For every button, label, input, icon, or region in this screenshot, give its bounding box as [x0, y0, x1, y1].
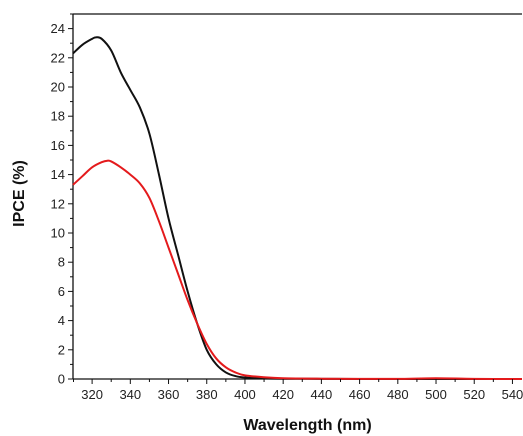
y-tick-label: 6	[58, 284, 65, 299]
series-line-1	[72, 36, 522, 381]
y-tick-label: 24	[51, 21, 65, 36]
x-tick-label: 440	[311, 387, 333, 402]
y-tick-label: 8	[58, 255, 65, 270]
x-tick-label: 540	[502, 387, 523, 402]
x-tick-label: 340	[119, 387, 141, 402]
x-tick-label: 500	[425, 387, 447, 402]
y-tick-label: 16	[51, 138, 65, 153]
y-tick-label: 22	[51, 50, 65, 65]
x-axis: 320 340 360 380 400 420 440 460 480 500 520 540	[73, 379, 523, 402]
x-axis-title: Wavelength (nm)	[243, 417, 371, 434]
x-tick-label: 360	[158, 387, 180, 402]
plot-frame	[72, 13, 522, 380]
y-tick-label: 10	[51, 226, 65, 241]
y-tick-label: 12	[51, 196, 65, 211]
x-tick-label: 380	[196, 387, 218, 402]
x-tick-label: 460	[349, 387, 371, 402]
x-tick-label: 420	[272, 387, 294, 402]
x-tick-label: 400	[234, 387, 256, 402]
series-line-2	[72, 159, 523, 380]
y-tick-label: 20	[51, 80, 65, 95]
y-tick-label: 2	[58, 342, 65, 357]
y-tick-label: 14	[51, 167, 65, 182]
y-tick-label: 18	[51, 109, 65, 124]
y-tick-label: 0	[58, 372, 65, 387]
x-tick-label: 320	[81, 387, 103, 402]
x-tick-label: 520	[463, 387, 485, 402]
x-tick-label: 480	[387, 387, 409, 402]
y-tick-label: 4	[58, 313, 65, 328]
series-layer	[72, 36, 523, 381]
y-axis-title: IPCE (%)	[11, 160, 28, 227]
